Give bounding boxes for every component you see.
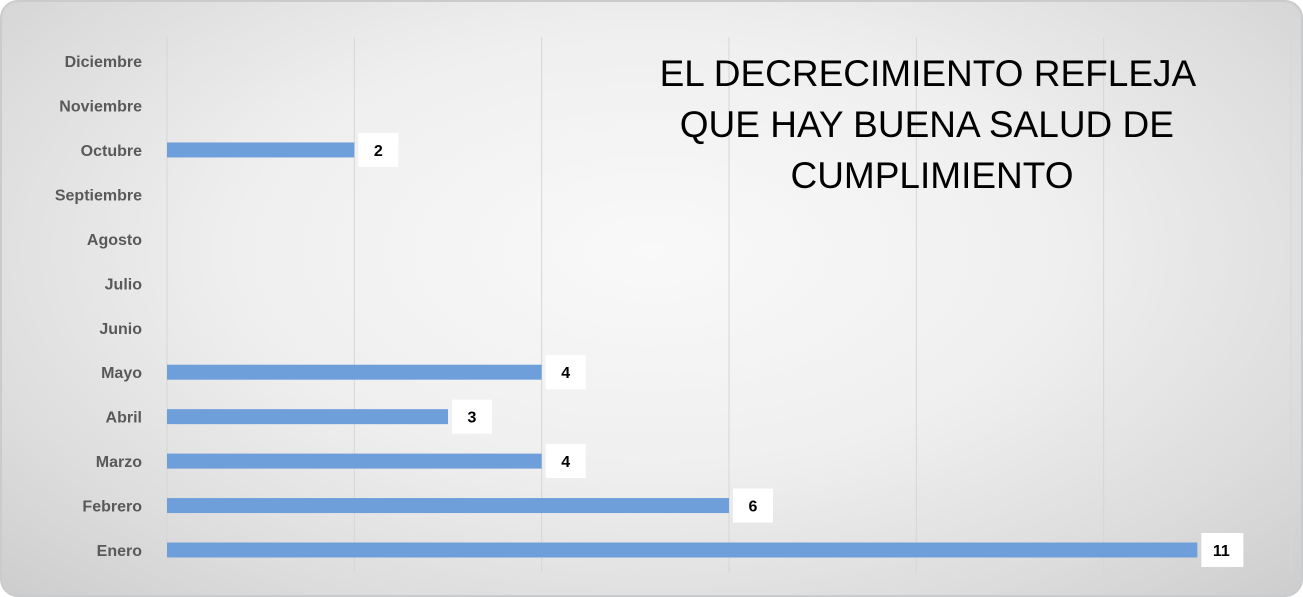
bar-abril [167, 409, 448, 425]
data-label-mayo: 4 [561, 365, 570, 382]
bar-octubre [167, 142, 355, 158]
category-label-febrero: Febrero [82, 499, 142, 516]
category-label-abril: Abril [106, 410, 142, 427]
bar-marzo [167, 453, 542, 469]
data-label-bg-abril [452, 399, 492, 434]
chart-title-line-3: CUMPLIMIENTO [790, 155, 1073, 196]
category-label-agosto: Agosto [87, 232, 142, 249]
data-label-bg-febrero [733, 488, 773, 523]
category-label-septiembre: Septiembre [55, 187, 142, 204]
category-label-octubre: Octubre [81, 143, 142, 160]
category-label-noviembre: Noviembre [59, 99, 142, 116]
bar-mayo [167, 364, 542, 380]
data-labels: 11 6 4 3 4 2 [358, 132, 1244, 567]
data-label-abril: 3 [468, 410, 477, 427]
category-label-junio: Junio [99, 321, 142, 338]
data-label-bg-marzo [545, 444, 586, 479]
data-label-febrero: 6 [749, 499, 758, 516]
data-label-bg-enero [1201, 533, 1244, 567]
category-label-mayo: Mayo [101, 365, 142, 382]
bar-enero [167, 542, 1198, 558]
category-label-enero: Enero [97, 543, 143, 560]
bars-layer [167, 142, 1198, 558]
category-label-julio: Julio [105, 276, 143, 293]
category-labels: Enero Febrero Marzo Abril Mayo Junio Julio Agos… [55, 54, 142, 560]
chart-title-line-1: EL DECRECIMIENTO REFLEJA [660, 53, 1197, 94]
data-label-bg-mayo [545, 355, 586, 390]
data-label-marzo: 4 [561, 454, 570, 471]
category-label-diciembre: Diciembre [65, 54, 142, 71]
chart-title-line-2: QUE HAY BUENA SALUD DE [680, 104, 1174, 145]
bar-febrero [167, 498, 729, 514]
data-label-bg-octubre [358, 132, 399, 167]
data-label-enero: 11 [1213, 543, 1230, 560]
chart-title: EL DECRECIMIENTO REFLEJA QUE HAY BUENA S… [660, 53, 1205, 196]
category-label-marzo: Marzo [96, 454, 142, 471]
grid-layer [166, 37, 1292, 572]
data-label-octubre: 2 [374, 143, 383, 160]
